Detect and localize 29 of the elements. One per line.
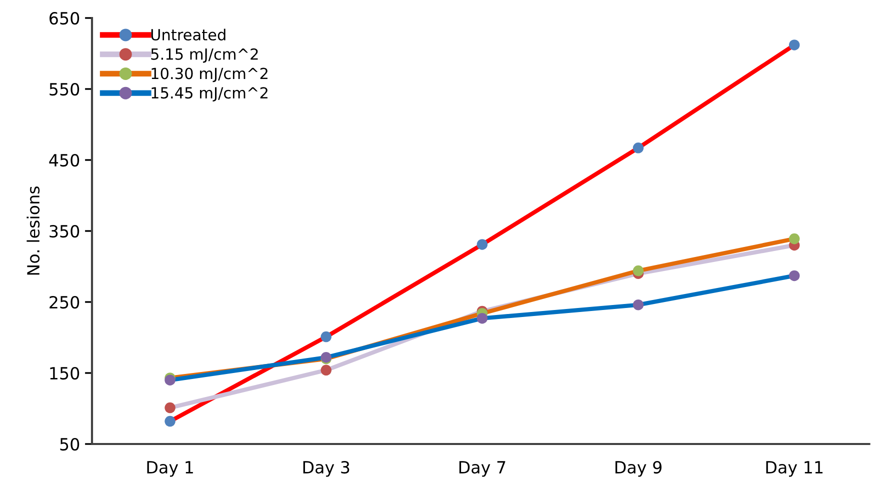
point [788,270,800,282]
point [476,312,488,324]
legend-label: 15.45 mJ/cm^2 [152,87,268,102]
x-tick-label: Day 1 [147,461,193,477]
point [788,40,800,50]
legend-label: 5.15 mJ/cm^2 [151,48,258,63]
point [164,416,176,427]
point [632,142,644,154]
y-tick-label: 50 [60,438,80,451]
point [476,239,488,250]
point [320,364,332,376]
y-tick-label: 450 [49,154,80,167]
x-tick-label: Day 11 [766,461,823,477]
y-tick-label: 650 [50,12,80,25]
point [632,299,644,310]
y-axis-title: No. lesions [26,186,40,275]
point [632,265,644,276]
point [788,233,800,244]
legend-label: Untreated [151,28,226,41]
x-tick-label: Day 7 [459,461,506,477]
y-tick-label: 350 [50,224,80,238]
x-tick-label: Day 9 [615,460,662,477]
y-tick-label: 550 [50,82,80,96]
x-tick-label: Day 3 [303,460,350,477]
y-tick-label: 150 [50,366,80,380]
point [320,331,332,342]
legend-label: 10.30 mJ/cm^2 [152,68,268,82]
y-tick-label: 250 [50,296,80,309]
point [164,402,176,414]
